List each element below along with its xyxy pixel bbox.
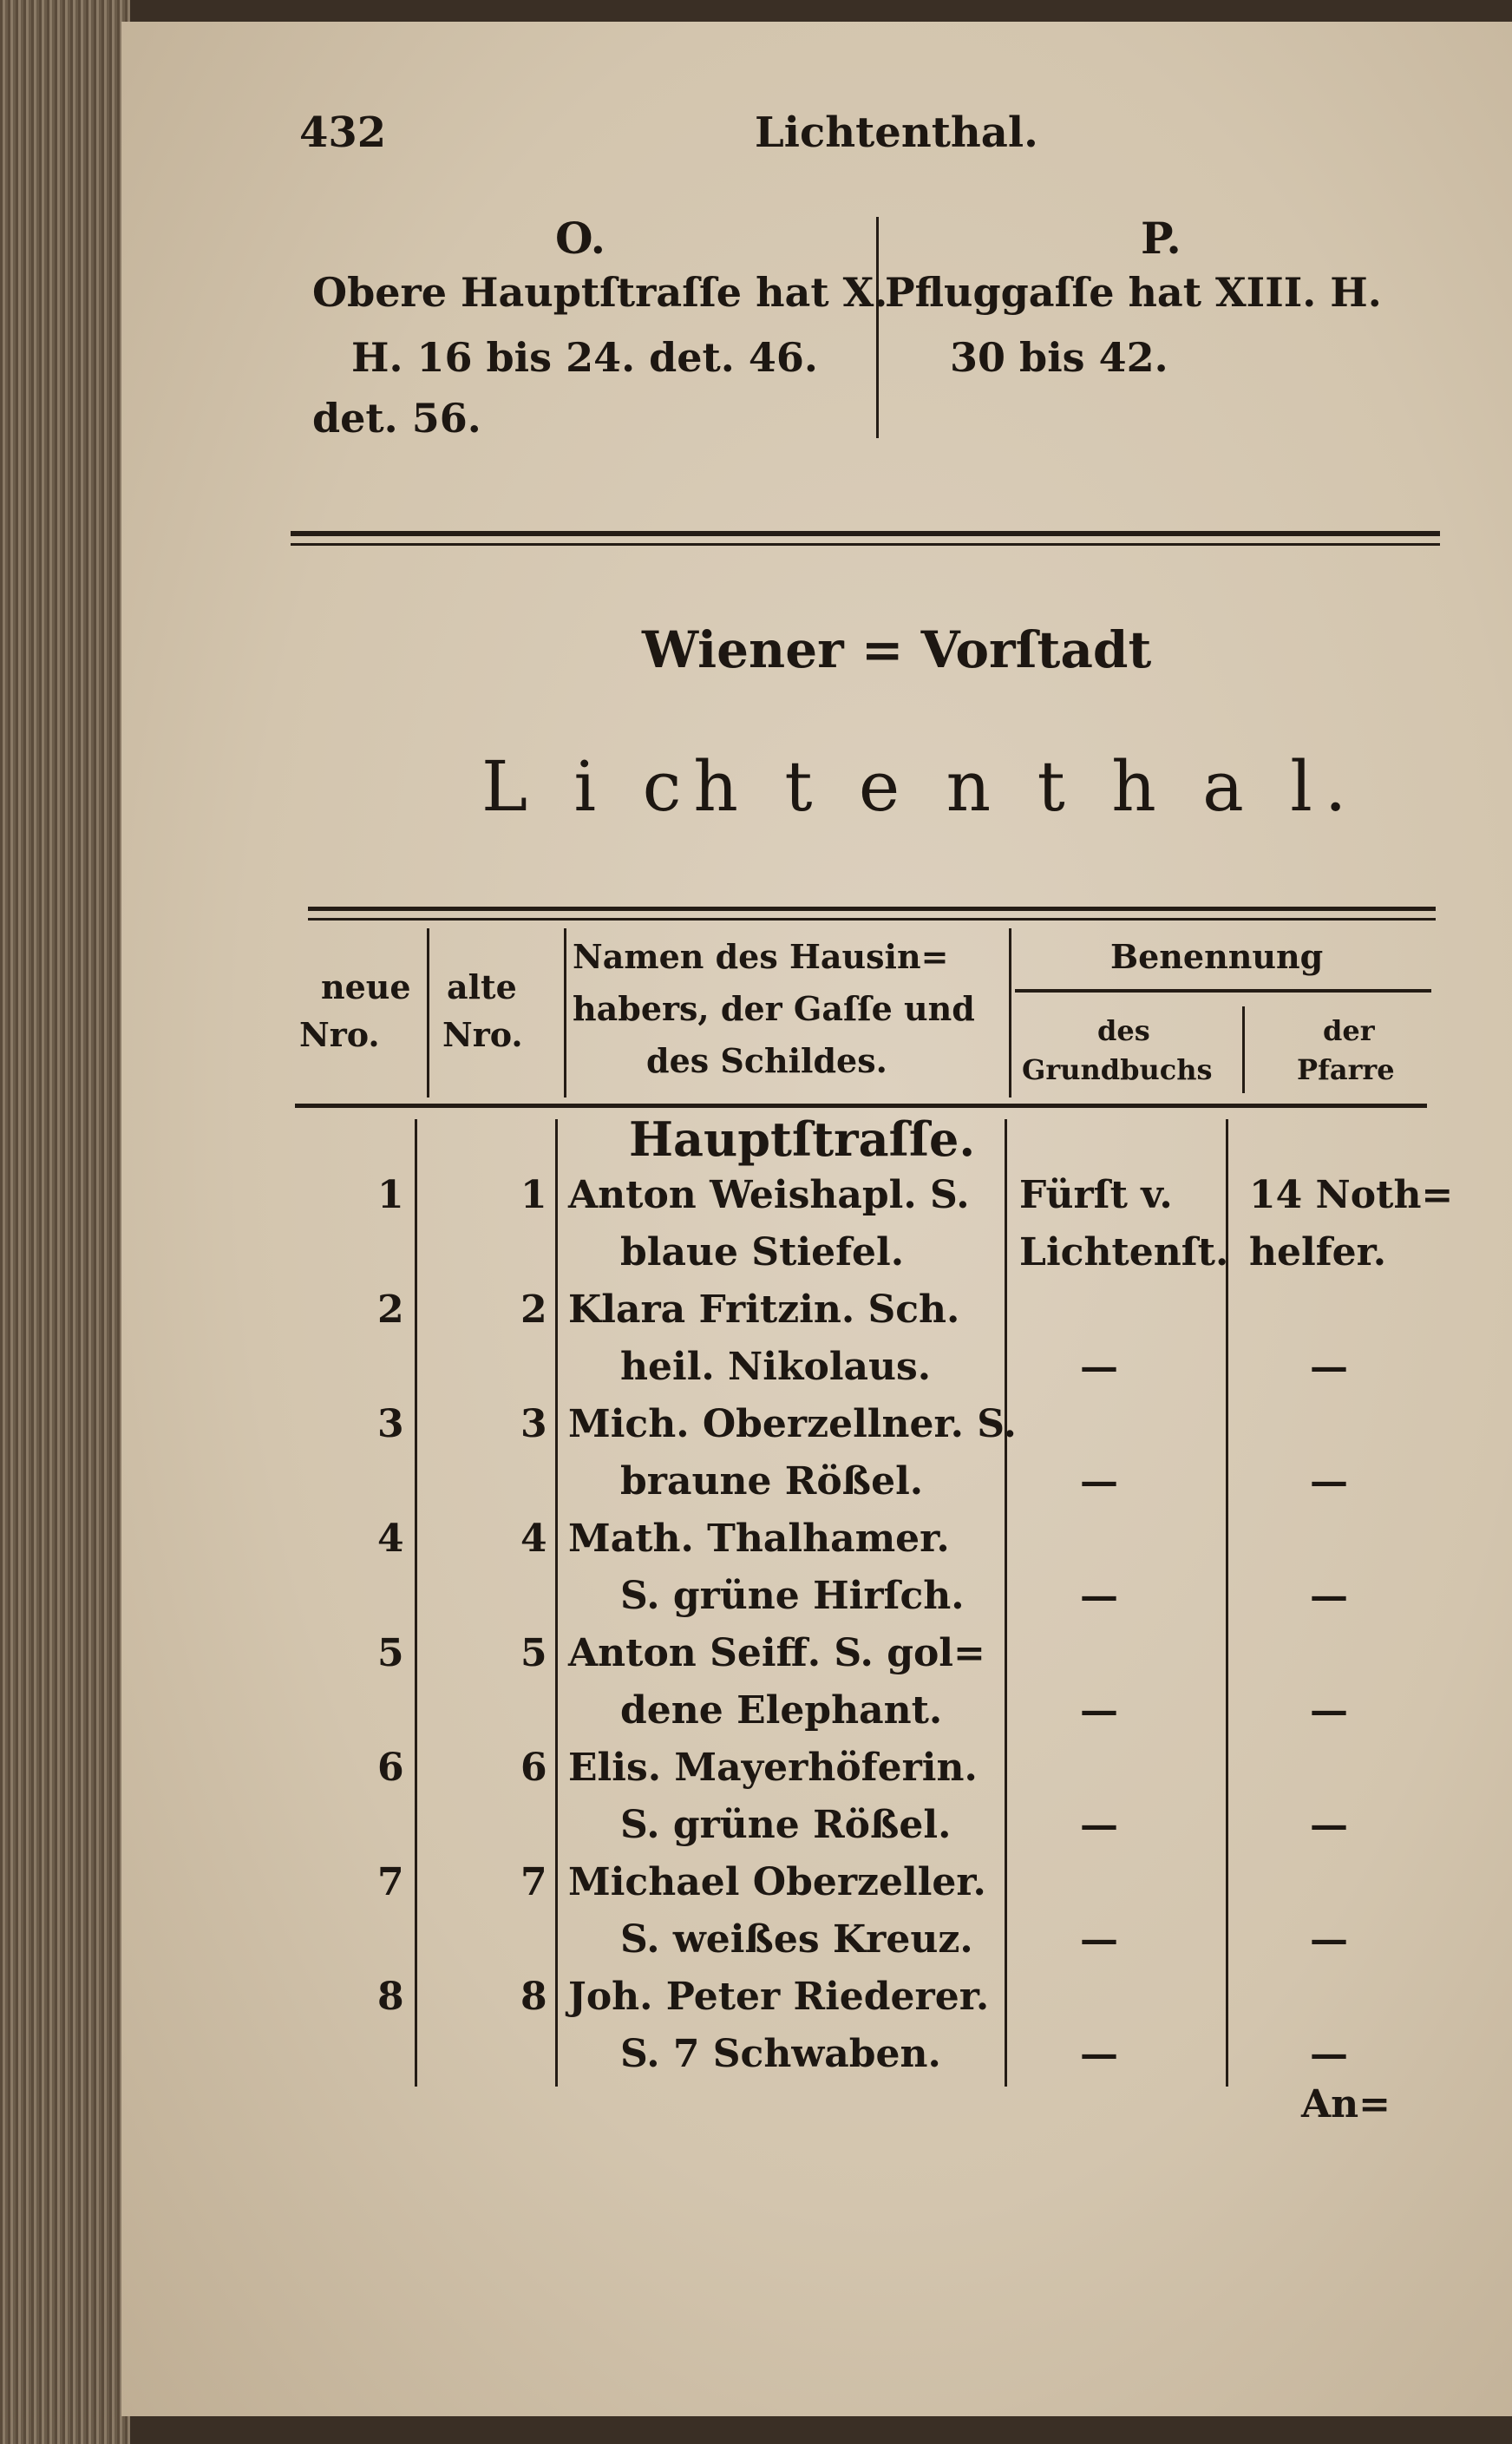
grundbuch-value: Lichtenſt. [1019, 1230, 1229, 1274]
header-alte: Nro. [442, 1015, 523, 1054]
header-bottom-rule [295, 1104, 1427, 1108]
grundbuch-value: — [1080, 1917, 1118, 1962]
header-pfarre: Pfarre [1297, 1053, 1395, 1086]
owner-name: Math. Thalhamer. [568, 1517, 950, 1561]
column-rule [1005, 1119, 1007, 2087]
grundbuch-value: — [1080, 1345, 1118, 1389]
grundbuch-value: — [1080, 2032, 1118, 2076]
owner-name: Elis. Mayerhöferin. [568, 1746, 978, 1790]
alte-number: 3 [520, 1402, 547, 1446]
alte-number: 7 [520, 1860, 547, 1904]
pfarre-value: — [1310, 1345, 1348, 1389]
neue-number: 3 [377, 1402, 404, 1446]
page-number: 432 [299, 108, 387, 157]
owner-name: Anton Seiff. S. gol= [568, 1631, 985, 1675]
owner-name: Klara Fritzin. Sch. [568, 1288, 960, 1332]
grundbuch-value: — [1080, 1574, 1118, 1618]
pfarre-value: 14 Noth= [1249, 1173, 1454, 1217]
header-grundbuch: des [1097, 1014, 1150, 1047]
pfarre-value: — [1310, 2032, 1348, 2076]
owner-name: Joh. Peter Riederer. [568, 1975, 990, 2019]
header-name: des Schildes. [646, 1041, 887, 1080]
alte-number: 5 [520, 1631, 547, 1675]
header-grundbuch: Grundbuchs [1022, 1053, 1213, 1086]
table-top-rule [308, 918, 1436, 921]
book-edge [0, 0, 130, 2444]
double-rule [291, 543, 1440, 546]
street-heading: Hauptſtraſſe. [629, 1111, 976, 1167]
column-rule [564, 928, 566, 1098]
owner-sign: S. grüne Rößel. [620, 1803, 952, 1847]
neue-number: 4 [377, 1517, 404, 1561]
header-name: Namen des Hausin= [573, 937, 949, 976]
section-divider [876, 217, 879, 438]
column-rule [427, 928, 429, 1098]
section-letter-p: P. [1141, 213, 1181, 264]
header-neue: neue [321, 967, 411, 1006]
section-o-line: det. 56. [312, 395, 481, 442]
owner-sign: S. weißes Kreuz. [620, 1917, 973, 1962]
grundbuch-value: — [1080, 1803, 1118, 1847]
header-alte: alte [447, 967, 517, 1006]
benennung-rule [1015, 989, 1431, 993]
pfarre-value: helfer. [1249, 1230, 1387, 1274]
alte-number: 2 [520, 1288, 547, 1332]
book-page [121, 22, 1512, 2416]
header-neue: Nro. [299, 1015, 380, 1054]
column-rule [1242, 1006, 1245, 1093]
section-p-line: 30 bis 42. [950, 334, 1168, 381]
catchword: An= [1301, 2082, 1391, 2126]
alte-number: 4 [520, 1517, 547, 1561]
header-name: habers, der Gaſſe und [573, 989, 975, 1028]
owner-sign: S. 7 Schwaben. [620, 2032, 941, 2076]
column-rule [1009, 928, 1011, 1098]
header-benennung: Benennung [1110, 937, 1324, 976]
owner-sign: heil. Nikolaus. [620, 1345, 932, 1389]
owner-name: Anton Weishapl. S. [568, 1173, 970, 1217]
owner-sign: dene Elephant. [620, 1688, 943, 1733]
section-p-line: Pfluggaſſe hat XIII. H. [885, 269, 1382, 316]
neue-number: 6 [377, 1746, 404, 1790]
alte-number: 1 [520, 1173, 547, 1217]
column-rule [555, 1119, 558, 2087]
owner-name: Michael Oberzeller. [568, 1860, 986, 1904]
alte-number: 6 [520, 1746, 547, 1790]
neue-number: 8 [377, 1975, 404, 2019]
neue-number: 2 [377, 1288, 404, 1332]
table-top-rule [308, 907, 1436, 911]
column-rule [1226, 1119, 1228, 2087]
owner-sign: S. grüne Hirſch. [620, 1574, 965, 1618]
pfarre-value: — [1310, 1574, 1348, 1618]
pfarre-value: — [1310, 1459, 1348, 1504]
pfarre-value: — [1310, 1803, 1348, 1847]
grundbuch-value: Fürſt v. [1019, 1173, 1173, 1217]
owner-sign: braune Rößel. [620, 1459, 924, 1504]
section-o-line: H. 16 bis 24. det. 46. [351, 334, 818, 381]
neue-number: 1 [377, 1173, 404, 1217]
owner-sign: blaue Stiefel. [620, 1230, 905, 1274]
place-heading: L i ch t e n t h a l. [481, 746, 1359, 827]
alte-number: 8 [520, 1975, 547, 2019]
neue-number: 7 [377, 1860, 404, 1904]
section-letter-o: O. [555, 213, 606, 264]
pfarre-value: — [1310, 1917, 1348, 1962]
section-o-line: Obere Hauptſtraſſe hat X. [312, 269, 888, 316]
grundbuch-value: — [1080, 1688, 1118, 1733]
double-rule [291, 531, 1440, 536]
district-heading: Wiener = Vorſtadt [642, 620, 1152, 679]
pfarre-value: — [1310, 1688, 1348, 1733]
owner-name: Mich. Oberzellner. S. [568, 1402, 1017, 1446]
neue-number: 5 [377, 1631, 404, 1675]
grundbuch-value: — [1080, 1459, 1118, 1504]
header-pfarre: der [1323, 1014, 1375, 1047]
column-rule [415, 1119, 417, 2087]
running-title: Lichtenthal. [755, 108, 1038, 157]
